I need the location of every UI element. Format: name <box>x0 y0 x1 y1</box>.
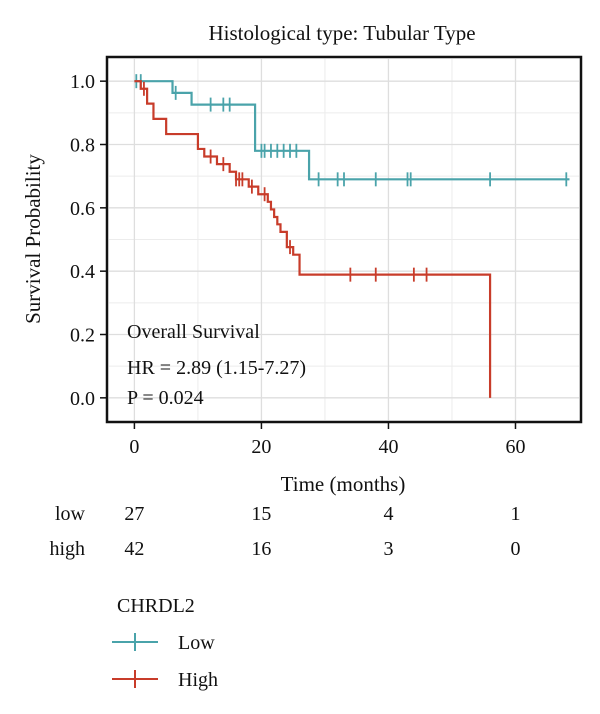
y-tick-label: 1.0 <box>70 71 95 93</box>
x-axis-label: Time (months) <box>281 472 406 496</box>
y-axis-label: Survival Probability <box>21 154 45 324</box>
x-tick-label: 40 <box>378 436 398 458</box>
grid <box>109 59 579 420</box>
y-tick-label: 0.4 <box>70 261 95 283</box>
risk-row-label: high <box>49 538 85 560</box>
y-tick-label: 0.6 <box>70 198 95 220</box>
annotation-p: P = 0.024 <box>127 387 204 409</box>
risk-count: 3 <box>383 538 393 560</box>
legend-label-high: High <box>178 669 218 691</box>
plot-frame <box>105 55 583 424</box>
y-tick-label: 0.0 <box>70 388 95 410</box>
legend-item-high: High <box>112 669 218 691</box>
chart-title: Histological type: Tubular Type <box>208 21 475 45</box>
annotation: Overall Survival HR = 2.89 (1.15-7.27) P… <box>127 321 306 409</box>
annotation-hr: HR = 2.89 (1.15-7.27) <box>127 357 306 379</box>
series-line-low <box>134 80 570 181</box>
legend: CHRDL2 Low High <box>112 595 218 691</box>
risk-row-label: low <box>55 503 86 525</box>
risk-count: 42 <box>124 538 144 560</box>
legend-title: CHRDL2 <box>117 595 195 617</box>
risk-count: 27 <box>124 503 144 525</box>
axis-ticks: 0 20 40 60 0.0 0.2 0.4 0.6 0.8 1.0 <box>70 71 525 458</box>
legend-label-low: Low <box>178 632 215 654</box>
risk-count: 15 <box>251 503 271 525</box>
risk-count: 0 <box>510 538 520 560</box>
legend-item-low: Low <box>112 632 215 654</box>
series-line-high <box>134 80 492 398</box>
y-tick-label: 0.2 <box>70 325 95 347</box>
x-tick-label: 0 <box>129 436 139 458</box>
risk-count: 4 <box>383 503 393 525</box>
x-tick-label: 20 <box>251 436 271 458</box>
risk-table: low 27 15 4 1 high 42 16 3 0 <box>49 503 520 560</box>
annotation-title: Overall Survival <box>127 321 260 343</box>
risk-count: 16 <box>251 538 271 560</box>
series <box>134 74 570 398</box>
y-tick-label: 0.8 <box>70 135 95 157</box>
risk-count: 1 <box>510 503 520 525</box>
x-tick-label: 60 <box>505 436 525 458</box>
